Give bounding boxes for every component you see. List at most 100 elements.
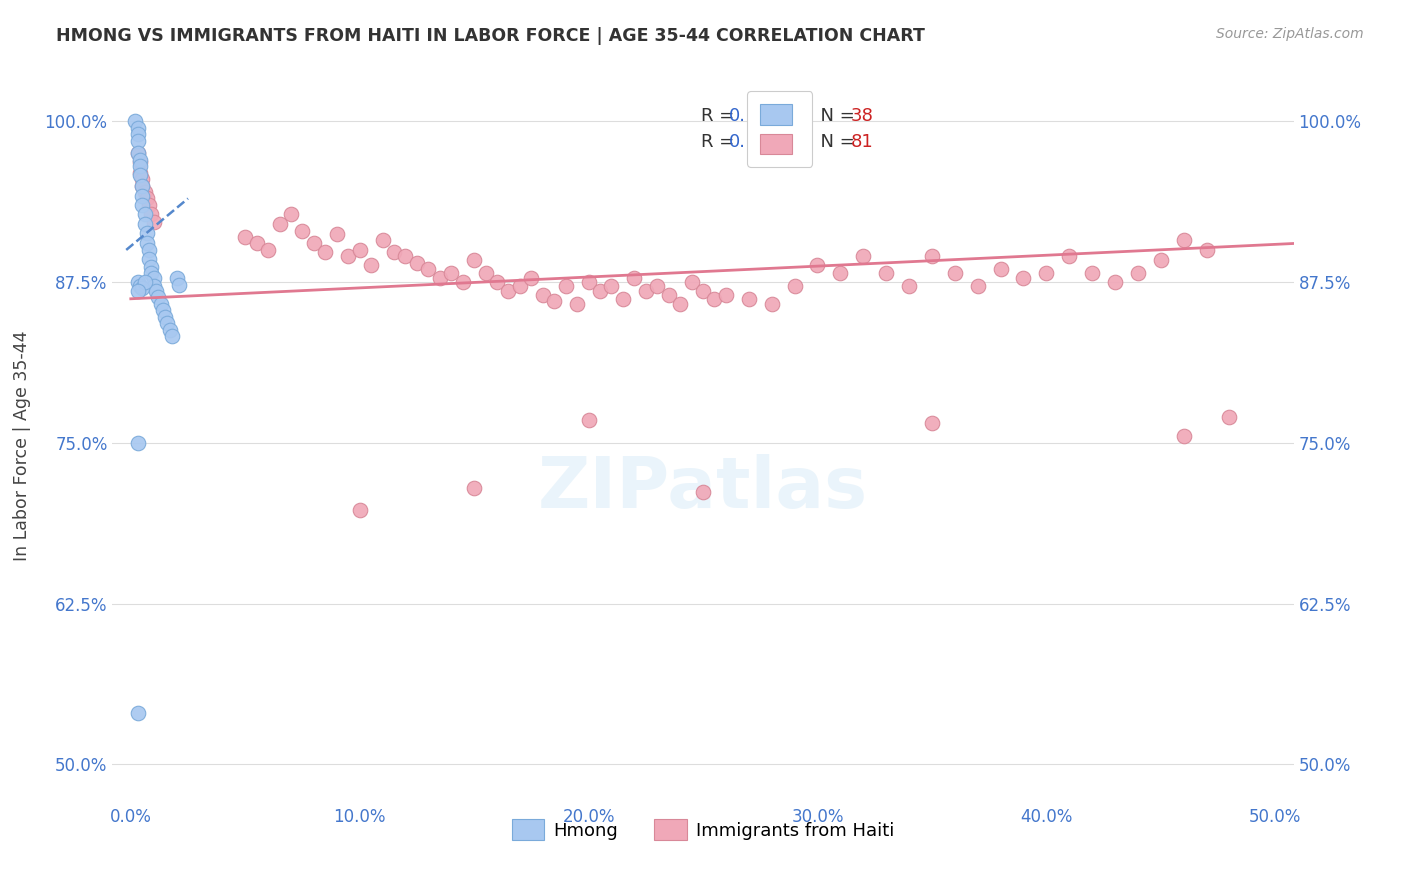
Point (127, 435, 149, 450)
Point (153, 310, 176, 324)
Text: R =: R = (700, 134, 740, 152)
Point (966, 279, 988, 293)
Point (669, 297, 692, 311)
Point (142, 271, 165, 285)
Point (159, 323, 181, 337)
Point (692, 484, 714, 499)
Text: N =: N = (810, 107, 860, 125)
Point (131, 178, 153, 193)
Point (1150, 253, 1173, 268)
Point (509, 279, 531, 293)
Point (160, 329, 183, 343)
Point (129, 169, 152, 183)
Point (485, 275, 508, 289)
Point (134, 207, 156, 221)
Point (738, 292, 761, 306)
Point (314, 245, 336, 260)
Point (498, 284, 520, 298)
Point (600, 279, 623, 293)
Point (1173, 233, 1195, 247)
Point (703, 292, 725, 306)
Point (418, 262, 440, 277)
Point (134, 217, 156, 231)
Point (148, 291, 170, 305)
Point (463, 253, 485, 268)
Point (898, 279, 921, 293)
Point (921, 417, 943, 431)
Point (145, 284, 167, 298)
Point (440, 266, 463, 280)
Y-axis label: In Labor Force | Age 35-44: In Labor Force | Age 35-44 (13, 331, 31, 561)
Point (149, 297, 172, 311)
Point (681, 275, 703, 289)
Text: R =: R = (700, 107, 740, 125)
Point (129, 153, 152, 167)
Point (875, 266, 897, 280)
Point (645, 279, 668, 293)
Point (406, 256, 429, 270)
Text: HMONG VS IMMIGRANTS FROM HAITI IN LABOR FORCE | AGE 35-44 CORRELATION CHART: HMONG VS IMMIGRANTS FROM HAITI IN LABOR … (56, 27, 925, 45)
Point (131, 172, 153, 186)
Point (943, 266, 966, 280)
Text: 38: 38 (851, 107, 873, 125)
Point (129, 166, 152, 180)
Point (806, 258, 828, 272)
Point (233, 230, 256, 244)
Point (269, 217, 291, 231)
Point (156, 316, 179, 330)
Point (429, 271, 451, 285)
Point (131, 198, 153, 212)
Point (1218, 410, 1240, 425)
Point (589, 284, 612, 298)
Point (138, 252, 160, 266)
Point (1126, 266, 1149, 280)
Point (131, 281, 153, 295)
Point (990, 262, 1012, 277)
Point (360, 258, 382, 272)
Text: 0.196: 0.196 (728, 107, 780, 125)
Legend: Hmong, Immigrants from Haiti: Hmong, Immigrants from Haiti (505, 812, 901, 847)
Point (135, 236, 157, 251)
Point (129, 159, 152, 173)
Point (349, 502, 371, 516)
Point (1173, 429, 1195, 443)
Point (127, 120, 149, 135)
Text: 0.106: 0.106 (728, 134, 780, 152)
Point (371, 233, 394, 247)
Point (578, 275, 600, 289)
Point (135, 192, 157, 206)
Point (1012, 271, 1035, 285)
Point (127, 706, 149, 720)
Point (152, 303, 174, 318)
Point (166, 271, 188, 285)
Point (692, 284, 714, 298)
Point (127, 134, 149, 148)
Point (127, 284, 149, 298)
Point (578, 412, 600, 426)
Point (714, 288, 737, 302)
Point (520, 271, 543, 285)
Point (129, 279, 152, 293)
Point (565, 297, 588, 311)
Point (326, 227, 349, 242)
Point (142, 214, 165, 228)
Point (1057, 249, 1080, 263)
Point (141, 207, 163, 221)
Text: ZIPatlas: ZIPatlas (538, 454, 868, 524)
Point (1195, 243, 1218, 257)
Text: Source: ZipAtlas.com: Source: ZipAtlas.com (1216, 27, 1364, 41)
Point (761, 297, 783, 311)
Point (531, 288, 554, 302)
Point (127, 275, 149, 289)
Point (382, 245, 405, 260)
Point (131, 178, 153, 193)
Point (451, 275, 474, 289)
Point (127, 146, 149, 161)
Point (852, 249, 875, 263)
Text: N =: N = (810, 134, 860, 152)
Point (463, 481, 485, 495)
Point (302, 236, 325, 251)
Point (394, 249, 416, 263)
Point (127, 127, 149, 141)
Point (612, 292, 634, 306)
